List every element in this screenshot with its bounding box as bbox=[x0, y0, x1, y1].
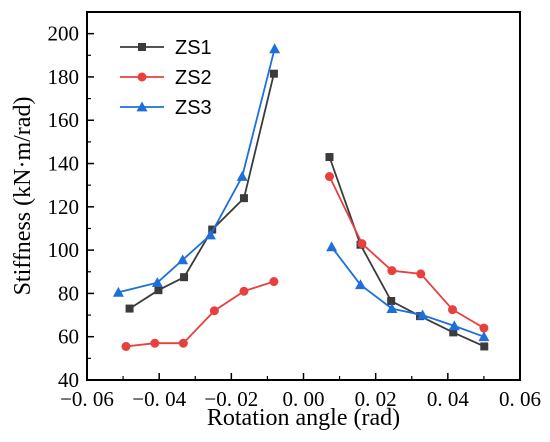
x-tick-label: 0. 06 bbox=[499, 387, 541, 411]
data-point-square bbox=[239, 194, 248, 203]
data-point-triangle bbox=[269, 43, 281, 54]
data-point-square bbox=[387, 296, 396, 305]
data-point-square bbox=[269, 69, 278, 78]
data-point-triangle bbox=[386, 303, 398, 313]
data-point-circle bbox=[150, 338, 160, 348]
series-zs3 bbox=[112, 43, 490, 342]
series-line bbox=[129, 73, 275, 310]
series-zs2 bbox=[121, 172, 489, 351]
data-point-square bbox=[138, 43, 146, 51]
y-tick-label: 160 bbox=[48, 108, 80, 132]
x-tick-label: −0. 06 bbox=[60, 387, 114, 411]
legend-item-zs3: ZS3 bbox=[120, 97, 212, 119]
legend-label: ZS1 bbox=[175, 37, 212, 59]
data-point-triangle bbox=[177, 254, 189, 265]
data-point-triangle bbox=[326, 241, 338, 252]
y-axis-label: Stiffness (kN·m/rad) bbox=[10, 97, 36, 296]
x-tick-label: 0. 04 bbox=[427, 387, 470, 411]
data-point-circle bbox=[269, 277, 279, 287]
data-point-square bbox=[208, 225, 217, 234]
x-tick-label: 0. 00 bbox=[283, 387, 325, 411]
x-tick-label: −0. 04 bbox=[132, 387, 186, 411]
legend-label: ZS3 bbox=[175, 97, 212, 119]
legend-label: ZS2 bbox=[175, 67, 212, 89]
x-tick-label: 0. 02 bbox=[355, 387, 397, 411]
data-point-square bbox=[325, 153, 334, 162]
data-point-triangle bbox=[204, 229, 216, 240]
data-point-circle bbox=[448, 305, 458, 315]
data-point-triangle bbox=[417, 309, 429, 320]
data-point-square bbox=[125, 304, 134, 313]
data-point-triangle bbox=[448, 320, 460, 331]
data-point-square bbox=[180, 273, 189, 282]
data-point-square bbox=[449, 328, 458, 337]
series-line bbox=[328, 156, 485, 348]
data-point-circle bbox=[178, 338, 188, 348]
series-layer bbox=[112, 43, 490, 351]
data-point-circle bbox=[479, 323, 489, 333]
data-point-triangle bbox=[478, 331, 490, 342]
data-point-triangle bbox=[151, 277, 163, 287]
legend-item-zs1: ZS1 bbox=[120, 37, 212, 59]
series-line bbox=[328, 176, 485, 329]
y-tick-label: 140 bbox=[48, 152, 80, 176]
y-tick-label: 100 bbox=[48, 238, 80, 262]
data-point-circle bbox=[239, 286, 249, 296]
data-point-circle bbox=[121, 341, 131, 351]
x-axis-label: Rotation angle (rad) bbox=[207, 405, 400, 431]
data-point-square bbox=[154, 286, 163, 295]
data-point-circle bbox=[324, 172, 334, 182]
data-point-circle bbox=[416, 269, 426, 279]
data-point-square bbox=[480, 342, 489, 351]
y-tick-label: 40 bbox=[58, 368, 79, 392]
data-point-triangle bbox=[236, 171, 248, 181]
series-line bbox=[125, 280, 275, 348]
y-tick-label: 120 bbox=[48, 195, 80, 219]
y-tick-label: 180 bbox=[48, 65, 80, 89]
data-point-circle bbox=[209, 306, 219, 316]
data-point-triangle bbox=[355, 279, 367, 290]
data-point-circle bbox=[357, 239, 367, 249]
data-point-circle bbox=[387, 266, 397, 276]
x-tick-label: −0. 02 bbox=[204, 387, 258, 411]
data-point-triangle bbox=[136, 101, 148, 112]
legend: ZS1 ZS2 ZS3 bbox=[120, 37, 212, 119]
data-point-circle bbox=[137, 72, 147, 82]
series-line bbox=[118, 48, 276, 294]
series-line bbox=[330, 246, 485, 338]
y-tick-label: 60 bbox=[58, 325, 79, 349]
data-point-triangle bbox=[112, 286, 124, 297]
y-tick-label: 200 bbox=[48, 22, 80, 46]
legend-item-zs2: ZS2 bbox=[120, 67, 212, 89]
y-tick-label: 80 bbox=[58, 281, 79, 305]
ticks: −0. 06 −0. 04 −0. 02 0. 00 0. 02 0. 04 0. 06 40… bbox=[48, 22, 542, 411]
